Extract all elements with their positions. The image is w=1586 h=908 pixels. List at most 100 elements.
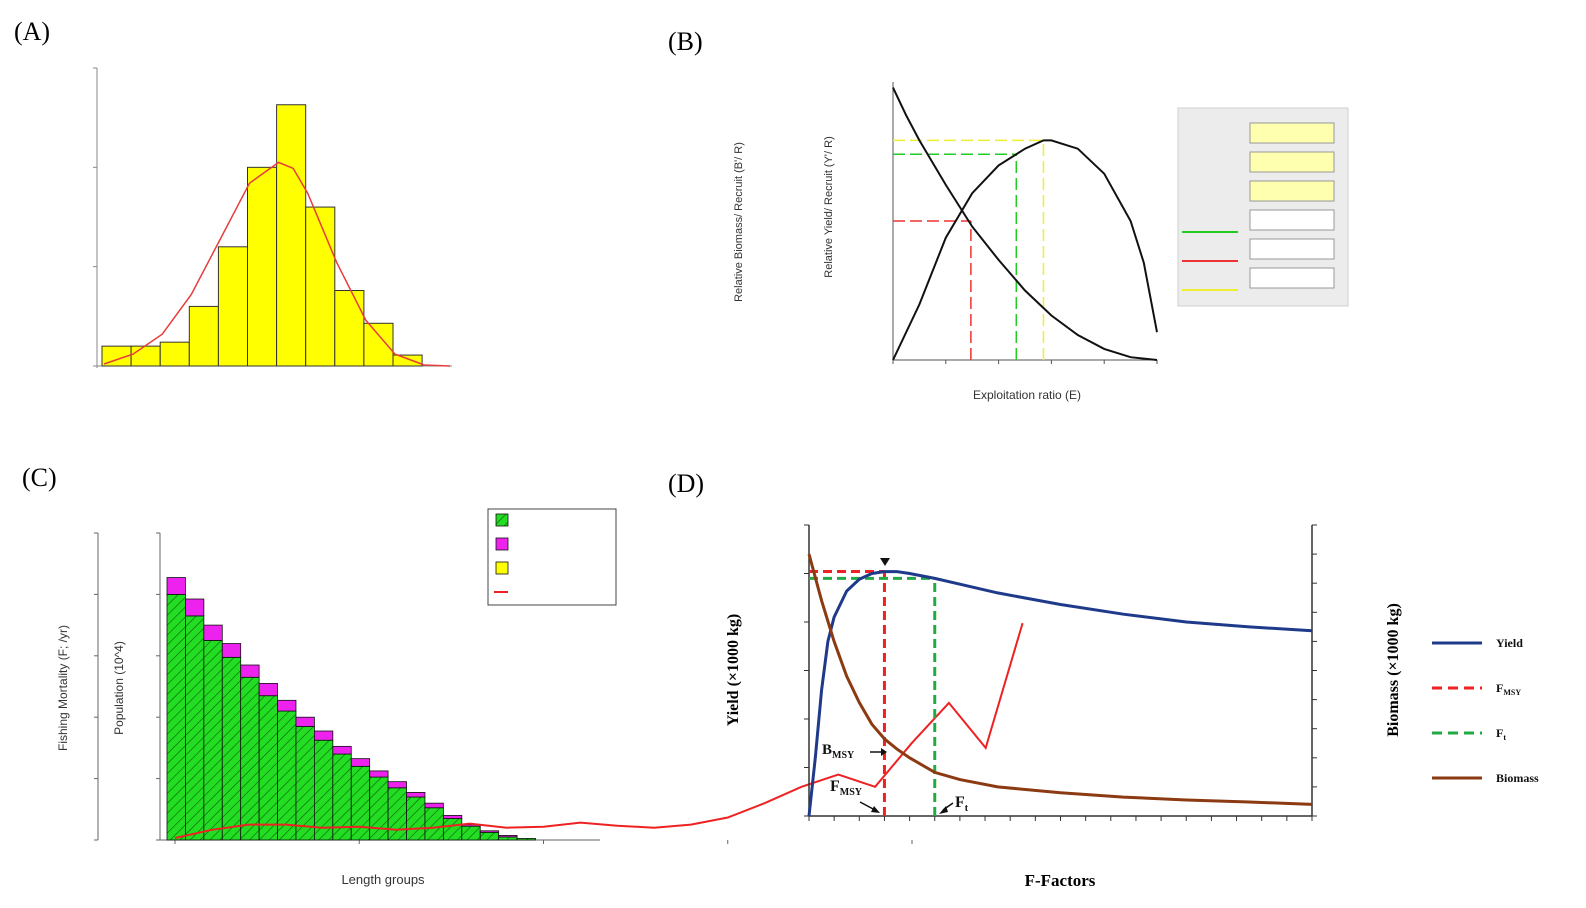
panel-a-label: (A): [14, 17, 50, 46]
panel-d-fmsy-label: FMSY: [830, 778, 863, 798]
panel-c-x-axis-title: Length groups: [341, 872, 425, 887]
panel-c-nat-loss-bar: [240, 664, 260, 678]
panel-c-nat-loss-bar: [258, 683, 278, 697]
panel-b-left-axis-title: Relative Biomass/ Recruit (B'/ R): [733, 142, 745, 302]
panel-d-legend-label: Biomass: [1496, 771, 1539, 785]
panel-c-survivor-bar: [258, 695, 278, 841]
panel-b-reference-lines: [893, 139, 1045, 360]
panel-c-survivor-bar: [350, 765, 371, 841]
panel-b: (B) Relative Biomass/ Recruit (B'/ R) Re…: [668, 27, 1349, 402]
panel-c-nat-loss-bar: [350, 758, 371, 767]
panel-d-reference-lines: [809, 570, 937, 816]
panel-b-param-field: [1249, 267, 1335, 289]
panel-b-param-field: [1249, 238, 1335, 260]
panel-d-left-axis-title: Yield (×1000 kg): [725, 614, 742, 727]
panel-a-bar: [159, 341, 190, 367]
panel-c-nat-loss-bar: [203, 624, 223, 641]
panel-c-survivor-bar: [240, 676, 260, 841]
panel-c-survivor-bar: [479, 831, 500, 841]
panel-a-bar: [276, 104, 307, 367]
panel-d-msy-arrow: [880, 558, 890, 566]
panel-c-legend-swatch-nat-losses: [495, 537, 509, 551]
panel-d-label: (D): [668, 469, 704, 498]
panel-b-param-field: [1249, 122, 1335, 144]
panel-c-nat-loss-bar: [313, 730, 334, 741]
panel-c-survivor-bar: [295, 726, 315, 841]
panel-c-legend-swatch-survivors: [495, 513, 509, 527]
panel-b-parameter-box: [1177, 107, 1349, 307]
panel-b-label: (B): [668, 27, 703, 56]
panel-b-param-field: [1249, 209, 1335, 231]
panel-d-annotations: BMSY FMSY Ft: [822, 558, 969, 814]
panel-a-bars: [101, 104, 423, 367]
panel-c-survivor-bar: [442, 818, 463, 841]
panel-d-legend-label: Ft: [1496, 726, 1506, 742]
panel-d-fmsy-arrow-line: [859, 801, 876, 811]
panel-d-ticks: [804, 524, 1317, 821]
panel-a-bar: [363, 322, 394, 367]
panel-c-left-axis-title: Fishing Mortality (F; /yr): [56, 625, 70, 751]
panel-c-ticks: [94, 532, 913, 844]
panel-c-nat-loss-bar: [221, 643, 242, 658]
panel-a-bar: [392, 354, 423, 367]
panel-c-survivor-bar: [498, 836, 518, 841]
panel-c-nat-loss-bar: [479, 830, 500, 833]
panel-a: (A): [14, 17, 452, 368]
panel-d-yield-curve: [807, 570, 1313, 817]
panel-a-bar: [217, 246, 248, 367]
panel-d-x-axis-title: F-Factors: [1025, 871, 1096, 890]
panel-d-ft-label: Ft: [955, 794, 969, 814]
panel-c-survivor-bar: [277, 710, 297, 841]
panel-b-yield-curve: [892, 139, 1158, 361]
panel-c-survivor-bar: [221, 656, 242, 841]
panel-c-survivor-bar: [185, 615, 205, 841]
panel-d-bmsy-arrowhead: [881, 748, 887, 756]
panel-a-bar: [130, 345, 161, 367]
panel-c-legend-box: [487, 508, 617, 606]
panel-c-survivor-bar: [313, 739, 334, 841]
panel-c-survivor-bar: [203, 640, 223, 841]
panel-a-bar: [334, 290, 365, 367]
panel-c-nat-loss-bar: [442, 815, 463, 819]
panel-d-legend-label: FMSY: [1496, 681, 1521, 697]
panel-c: (C) Fishing Mortality (F; /yr) Populatio…: [22, 463, 1024, 887]
panel-c-legend: [487, 508, 617, 606]
panel-d-biomass-curve: [807, 553, 1313, 806]
panel-d-legend: Yield FMSY Ft Biomass: [1432, 636, 1539, 785]
panel-c-nat-loss-bar: [277, 699, 297, 712]
panel-c-survivor-bar: [424, 807, 444, 841]
panel-d-legend-label: Yield: [1496, 636, 1523, 650]
panel-c-right-axis-title: Population (10^4): [112, 641, 126, 735]
panel-c-label: (C): [22, 463, 57, 492]
panel-a-ticks: [93, 67, 97, 367]
panel-c-bars: [166, 577, 536, 841]
panel-c-nat-loss-bar: [498, 834, 518, 838]
panel-d-right-axis-title: Biomass (×1000 kg): [1385, 603, 1402, 737]
panel-b-param-field: [1249, 151, 1335, 173]
panel-d: (D) Yield (×1000 kg) Biomass (×1000 kg) …: [668, 469, 1539, 890]
panel-b-param-field: [1249, 180, 1335, 202]
panel-b-biomass-curve: [892, 87, 1158, 361]
panel-c-survivor-bar: [369, 776, 389, 841]
panel-a-bar: [188, 305, 219, 367]
panel-c-nat-loss-bar: [332, 745, 352, 755]
panel-c-survivor-bar: [461, 825, 481, 841]
panel-d-bmsy-label: BMSY: [822, 742, 855, 761]
panel-a-bar: [247, 166, 278, 367]
panel-c-survivor-bar: [387, 787, 407, 841]
panel-c-nat-loss-bar: [185, 598, 205, 617]
panel-c-nat-loss-bar: [369, 770, 389, 778]
panel-c-legend-swatch-catches: [495, 561, 509, 575]
panel-c-survivor-bar: [516, 838, 536, 841]
panel-c-nat-loss-bar: [406, 792, 426, 798]
panel-c-survivor-bar: [166, 594, 186, 841]
panel-b-x-axis-title: Exploitation ratio (E): [973, 388, 1081, 402]
panel-b-right-axis-title: Relative Yield/ Recruit (Y'/ R): [823, 136, 835, 277]
panel-d-ft-arrowhead: [939, 806, 948, 814]
panel-c-fishing-mortality-line: [174, 622, 1024, 839]
panel-b-x-ticks: [892, 360, 1158, 364]
panel-c-nat-loss-bar: [387, 781, 407, 789]
panel-d-fmsy-arrowhead: [871, 806, 880, 813]
panel-a-bar: [305, 206, 336, 367]
panel-c-nat-loss-bar: [295, 716, 315, 727]
